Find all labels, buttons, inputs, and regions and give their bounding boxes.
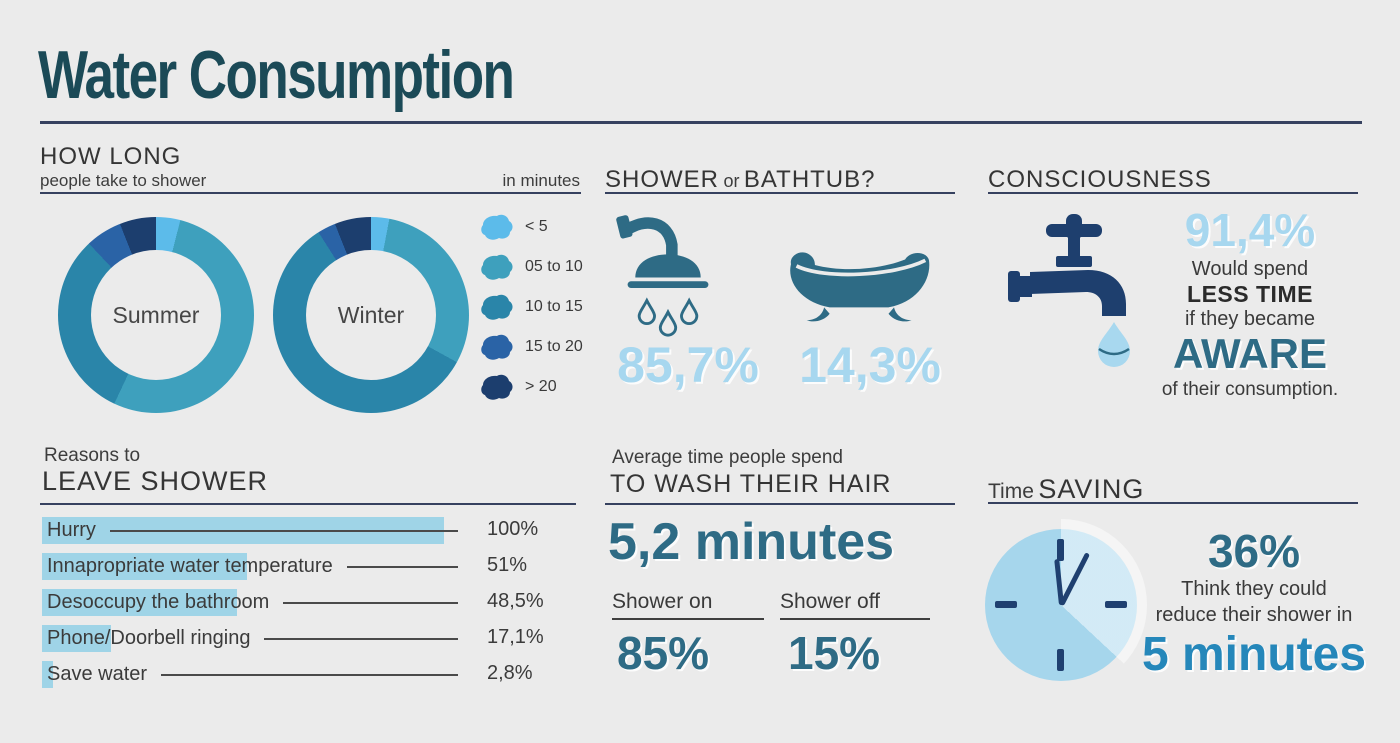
bar-save-water (42, 661, 54, 688)
donut-summer-label: Summer (112, 301, 200, 328)
bathtub-percentage: 14,3% (799, 337, 941, 393)
legend-label: > 20 (525, 378, 557, 395)
wash-hair-title-small: Average time people spend (612, 447, 843, 468)
water-splash-icon (480, 213, 514, 241)
donut-legend: < 5 05 to 10 10 to 15 15 to 20 > 20 (480, 213, 583, 413)
consciousness-line5: of their consumption. (1161, 379, 1339, 400)
clock-icon (975, 519, 1147, 691)
shower-bathtub-divider (605, 192, 955, 194)
shower-percentage: 85,7% (617, 337, 759, 393)
how-long-subtitle: people take to shower (40, 171, 207, 190)
legend-item: 10 to 15 (480, 293, 583, 321)
consciousness-line1: Would spend (1191, 258, 1309, 280)
title-or: or (723, 171, 740, 191)
bar-row: Desoccupy the bathroom 48,5% (42, 589, 544, 616)
shower-off-label: Shower off (780, 590, 881, 613)
bar-row: Phone/Doorbell ringing 17,1% (42, 625, 544, 652)
legend-label: 15 to 20 (525, 338, 583, 355)
time-saving-line2: reduce their shower in (1155, 604, 1353, 626)
shower-on-label: Shower on (612, 590, 713, 613)
how-long-divider (40, 192, 581, 194)
legend-label: < 5 (525, 218, 548, 235)
time-saving-title-small: Time (988, 480, 1034, 503)
bar-rail (161, 673, 458, 676)
time-saving-minutes: 5 minutes (1141, 628, 1367, 681)
bar-rail (264, 637, 458, 640)
time-saving-title: Time SAVING (988, 474, 1144, 505)
donut-winter-label: Winter (337, 301, 405, 328)
water-splash-icon (480, 373, 514, 401)
bar-water-temperature (42, 553, 248, 580)
legend-item: 15 to 20 (480, 333, 583, 361)
leave-shower-title-small: Reasons to (44, 445, 141, 466)
bar-value: 48,5% (487, 590, 544, 612)
wash-hair-stat: 5,2 minutes (608, 513, 895, 571)
bar-value: 17,1% (487, 626, 544, 648)
time-saving-stat: 36% (1207, 525, 1301, 577)
bar-label: Hurry (47, 519, 96, 541)
clock-tick-6 (1057, 649, 1064, 671)
bar-rail (283, 601, 458, 604)
shower-bathtub-title: SHOWER or BATHTUB? (605, 166, 876, 194)
bar-desoccupy-bathroom (42, 589, 237, 616)
legend-item: > 20 (480, 373, 583, 401)
bar-label: Phone/Doorbell ringing (47, 627, 251, 649)
water-splash-icon (480, 333, 514, 361)
clock-tick-9 (995, 601, 1017, 608)
bar-value: 51% (487, 554, 528, 576)
title-divider (40, 121, 1362, 124)
consciousness-aware: AWARE (1172, 330, 1327, 377)
leave-shower-divider (40, 503, 576, 505)
legend-item: < 5 (480, 213, 583, 241)
time-saving-text: 36% Think they could reduce their shower… (1140, 526, 1368, 682)
time-saving-divider (988, 502, 1358, 504)
bathtub-icon (780, 242, 940, 339)
clock-tick-3 (1105, 601, 1127, 608)
consciousness-line3: if they became (1184, 308, 1316, 330)
shower-off-value: 15% (788, 627, 881, 679)
shower-off-underline (780, 618, 930, 620)
bar-label: Innapropriate water temperature (47, 555, 333, 577)
bar-phone-doorbell (42, 625, 111, 652)
clock-tick-12 (1057, 539, 1064, 561)
bar-row: Hurry 100% (42, 517, 538, 544)
shower-on-value: 85% (617, 627, 710, 679)
donut-chart-summer: Summer (58, 217, 254, 413)
consciousness-title: CONSCIOUSNESS (988, 166, 1212, 193)
consciousness-stat: 91,4% (1184, 204, 1316, 256)
how-long-title: HOW LONG (40, 143, 182, 170)
bar-value: 100% (487, 518, 539, 540)
bar-rail (109, 529, 458, 532)
consciousness-line2: LESS TIME (1187, 281, 1313, 307)
bar-row: Innapropriate water temperature 51% (42, 553, 527, 580)
legend-label: 10 to 15 (525, 298, 583, 315)
page-title: Water Consumption (38, 37, 515, 113)
wash-hair-title: TO WASH THEIR HAIR (610, 470, 892, 498)
water-splash-icon (480, 293, 514, 321)
faucet-icon (1000, 210, 1150, 375)
how-long-unit-label: in minutes (502, 171, 580, 190)
shower-on-underline (612, 618, 764, 620)
bar-label: Desoccupy the bathroom (47, 591, 270, 613)
time-saving-line1: Think they could (1181, 578, 1327, 600)
consciousness-text: 91,4% Would spend LESS TIME if they beca… (1135, 206, 1365, 401)
consciousness-divider (988, 192, 1358, 194)
donut-chart-winter: Winter (273, 217, 469, 413)
water-splash-icon (480, 253, 514, 281)
wash-hair-divider (605, 503, 955, 505)
bar-rail (346, 565, 458, 568)
title-bathtub: BATHTUB? (743, 166, 876, 193)
bar-row: Save water 2,8% (42, 661, 533, 688)
bar-value: 2,8% (487, 662, 533, 684)
legend-item: 05 to 10 (480, 253, 583, 281)
time-saving-title-caps: SAVING (1038, 474, 1145, 504)
bar-label: Save water (47, 663, 148, 685)
title-shower: SHOWER (605, 166, 719, 193)
shower-icon (612, 214, 724, 344)
leave-shower-title: LEAVE SHOWER (42, 466, 269, 496)
legend-label: 05 to 10 (525, 258, 583, 275)
leave-shower-bar-chart: Hurry 100% Innapropriate water temperatu… (42, 517, 544, 697)
